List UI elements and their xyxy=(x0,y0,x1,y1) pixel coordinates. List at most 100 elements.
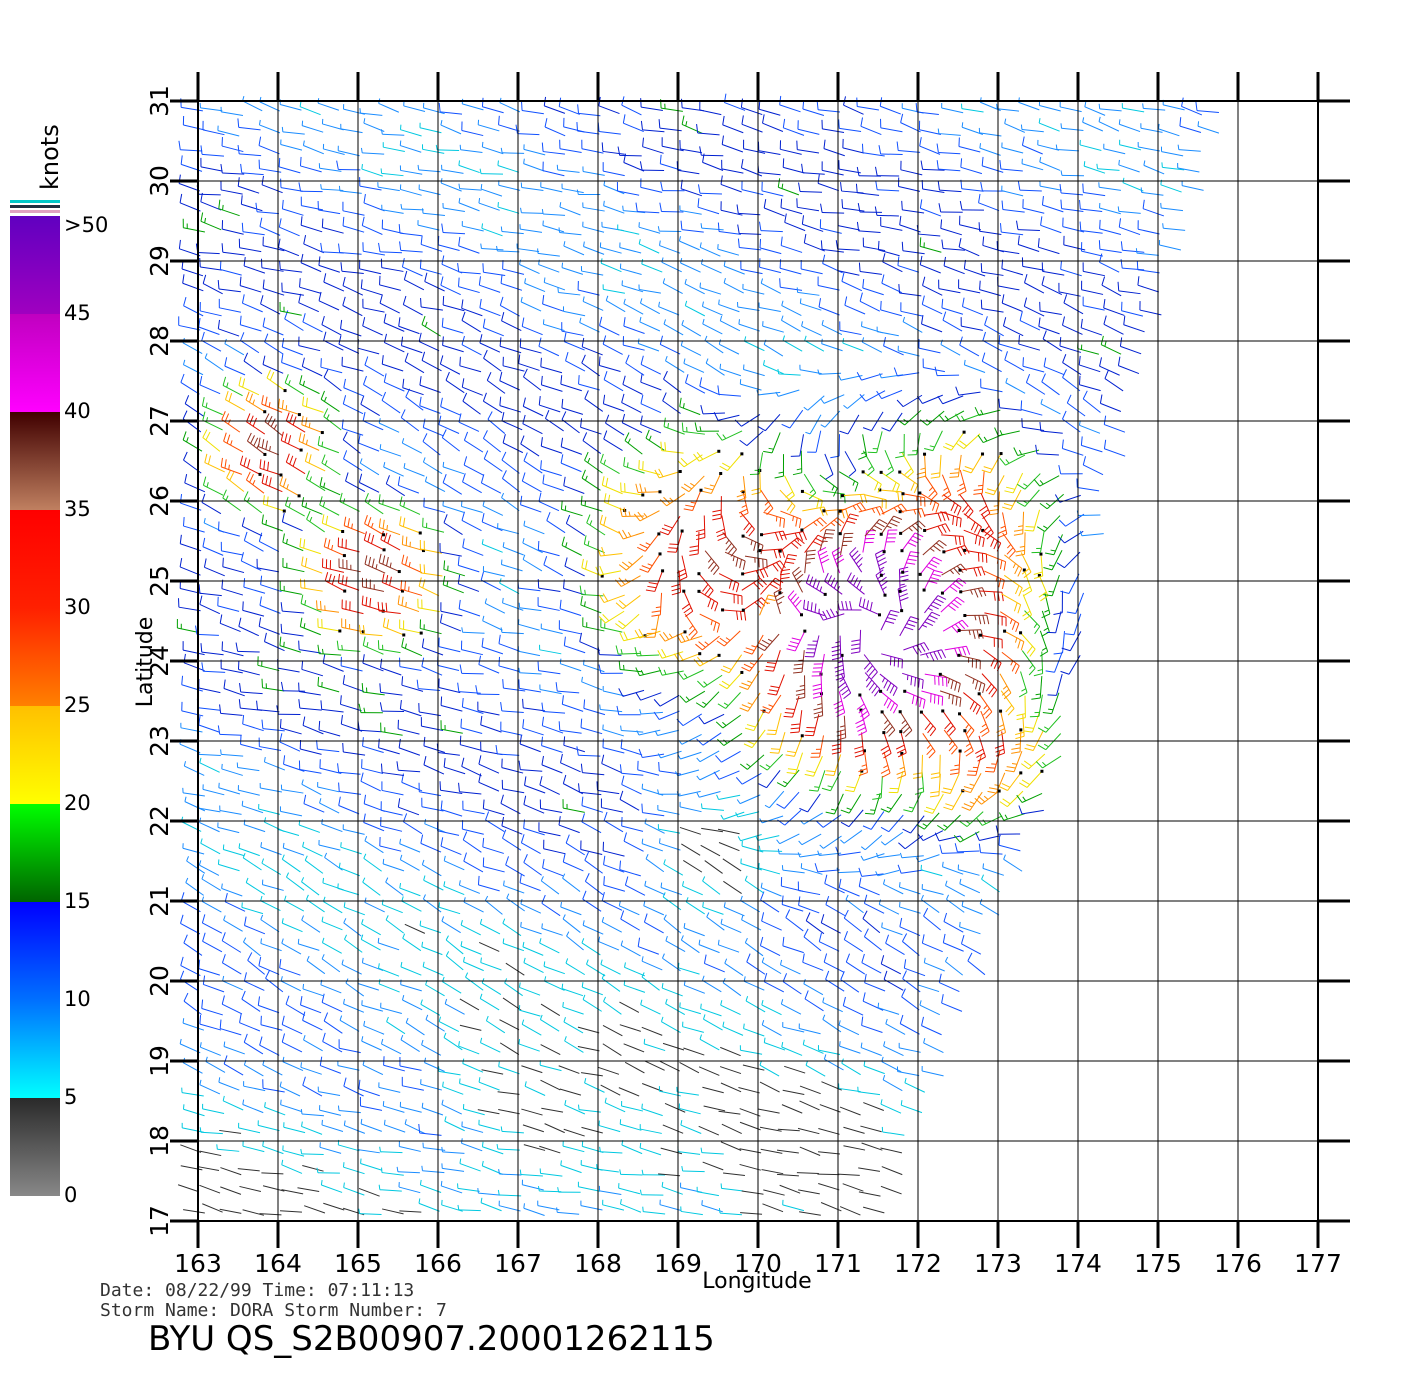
wind-barb xyxy=(241,294,263,313)
wind-barb xyxy=(441,317,464,334)
wind-barb xyxy=(359,108,383,116)
wind-barb xyxy=(223,679,245,697)
wind-barb xyxy=(918,611,941,631)
wind-barb xyxy=(360,147,385,155)
wind-barb xyxy=(422,961,444,976)
wind-barb xyxy=(1082,183,1106,197)
wind-barb xyxy=(741,1190,764,1195)
wind-barb xyxy=(478,755,500,774)
wind-barb xyxy=(959,878,981,894)
wind-barb xyxy=(582,296,604,311)
wind-barb xyxy=(720,201,743,216)
wind-barb xyxy=(1117,206,1141,214)
wind-barb xyxy=(243,352,263,375)
wind-barb xyxy=(938,672,961,693)
wind-barb xyxy=(1099,202,1121,215)
wind-barb xyxy=(198,959,220,976)
wind-barb xyxy=(739,670,760,690)
wind-barb xyxy=(718,299,740,313)
wind-barb xyxy=(943,729,958,755)
wind-barb xyxy=(1060,170,1084,177)
colorbar-label: 15 xyxy=(64,889,91,913)
wind-barb xyxy=(880,793,903,813)
wind-barb xyxy=(1053,590,1063,616)
wind-barb xyxy=(302,1011,323,1031)
wind-barb xyxy=(239,455,262,476)
wind-barb xyxy=(699,242,721,257)
wind-barb xyxy=(497,523,520,535)
wind-barb xyxy=(199,595,221,615)
wind-barb xyxy=(920,649,946,662)
wind-barb xyxy=(401,535,425,553)
wind-barb xyxy=(285,453,306,475)
wind-barb xyxy=(659,838,681,851)
wind-barb xyxy=(243,578,266,594)
wind-barb xyxy=(960,179,984,192)
wind-barb xyxy=(776,833,800,845)
wind-barb xyxy=(901,200,925,214)
wind-barb xyxy=(301,779,322,796)
wind-barb xyxy=(277,824,300,836)
wind-barb xyxy=(1058,465,1083,475)
wind-barb xyxy=(1015,532,1026,557)
wind-barb xyxy=(842,996,864,1016)
wind-barb xyxy=(377,937,400,951)
wind-barb xyxy=(505,962,525,976)
wind-barb xyxy=(640,98,663,111)
wind-barb xyxy=(320,979,342,994)
wind-barb xyxy=(263,756,286,771)
wind-barb xyxy=(279,301,302,316)
wind-barb xyxy=(202,274,223,295)
wind-barb xyxy=(377,601,401,615)
wind-barb xyxy=(458,413,480,432)
wind-barb xyxy=(280,602,305,614)
wind-barb xyxy=(1103,299,1125,316)
wind-barb xyxy=(1118,159,1140,173)
wind-barb xyxy=(195,243,220,255)
wind-barb xyxy=(999,611,1020,633)
wind-barb xyxy=(943,256,965,275)
wind-barb xyxy=(221,243,245,256)
wind-barb xyxy=(918,120,942,136)
lon-label-168: 168 xyxy=(574,1249,622,1278)
wind-barb xyxy=(558,1065,580,1074)
wind-barb xyxy=(618,688,645,697)
wind-barb xyxy=(541,1107,564,1113)
wind-barb xyxy=(284,496,305,517)
wind-barb xyxy=(621,413,643,434)
wind-barb xyxy=(441,1146,465,1154)
wind-barb xyxy=(1041,196,1064,213)
wind-barb xyxy=(1001,142,1024,154)
wind-barb xyxy=(563,636,586,654)
wind-barb xyxy=(1080,318,1103,336)
wind-barb xyxy=(722,858,742,872)
wind-barb xyxy=(458,197,480,212)
wind-barb xyxy=(680,1206,703,1216)
wind-barb xyxy=(799,364,822,375)
wind-barb xyxy=(465,972,484,991)
wind-barb xyxy=(625,354,645,376)
wind-barb xyxy=(843,1126,865,1134)
wind-barb xyxy=(901,103,924,114)
wind-barb xyxy=(220,541,244,556)
wind-barb xyxy=(378,963,400,977)
wind-barb xyxy=(984,316,1004,337)
wind-barb xyxy=(737,302,760,311)
wind-barb xyxy=(418,703,441,717)
wind-barb xyxy=(1043,357,1065,376)
wind-barb xyxy=(1031,676,1043,700)
wind-barb xyxy=(257,996,280,1014)
wind-barb xyxy=(256,700,280,713)
wind-barb xyxy=(1098,182,1121,191)
wind-barb xyxy=(200,212,222,231)
wind-barb xyxy=(443,514,463,536)
wind-barb xyxy=(484,598,506,614)
wind-barb xyxy=(1082,296,1105,311)
wind-barb xyxy=(720,654,743,674)
wind-barb xyxy=(697,674,723,688)
wind-barb xyxy=(363,531,386,552)
wind-barb xyxy=(341,356,364,372)
wind-barb xyxy=(856,97,880,111)
wind-barb xyxy=(560,375,582,392)
wind-barb xyxy=(421,1102,444,1116)
